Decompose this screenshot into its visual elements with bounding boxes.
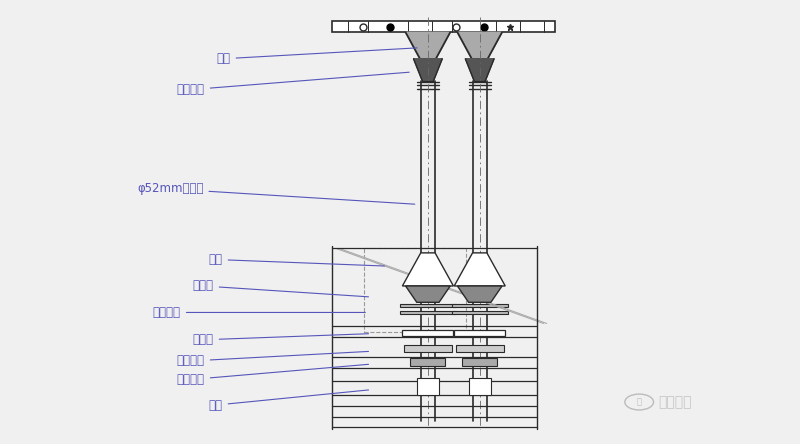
Text: 镔垫板: 镔垫板 [193, 333, 369, 346]
Bar [469, 378, 491, 395]
Bar [410, 358, 446, 366]
Polygon shape [402, 253, 454, 286]
Text: 微: 微 [637, 397, 642, 407]
Polygon shape [406, 32, 450, 59]
Text: 球形螺母: 球形螺母 [177, 365, 369, 386]
Text: 閔杯: 閔杯 [209, 253, 385, 266]
Bar [364, 249, 466, 332]
Bar [400, 311, 456, 314]
Bar [456, 345, 504, 352]
Text: 拉杆: 拉杆 [209, 390, 369, 412]
Polygon shape [458, 32, 502, 59]
Text: 球形支座: 球形支座 [177, 352, 369, 368]
Text: 防扭装置: 防扭装置 [153, 306, 366, 319]
Bar [462, 358, 498, 366]
Bar [332, 21, 555, 32]
Bar [452, 311, 508, 314]
Text: 连接套: 连接套 [193, 279, 369, 297]
Text: 桥梁杂志: 桥梁杂志 [658, 395, 692, 409]
Text: φ52mm钓丝绳: φ52mm钓丝绳 [137, 182, 414, 204]
Text: 锥形邔块: 锥形邔块 [177, 72, 409, 96]
Polygon shape [454, 253, 506, 286]
Text: 夹具: 夹具 [217, 48, 417, 65]
Polygon shape [414, 59, 442, 81]
Bar [452, 304, 508, 307]
Bar [404, 345, 452, 352]
Polygon shape [466, 59, 494, 81]
Bar [400, 304, 456, 307]
Bar [454, 330, 506, 336]
Bar [417, 378, 439, 395]
Polygon shape [458, 286, 502, 302]
Bar [402, 330, 454, 336]
Polygon shape [406, 286, 450, 302]
